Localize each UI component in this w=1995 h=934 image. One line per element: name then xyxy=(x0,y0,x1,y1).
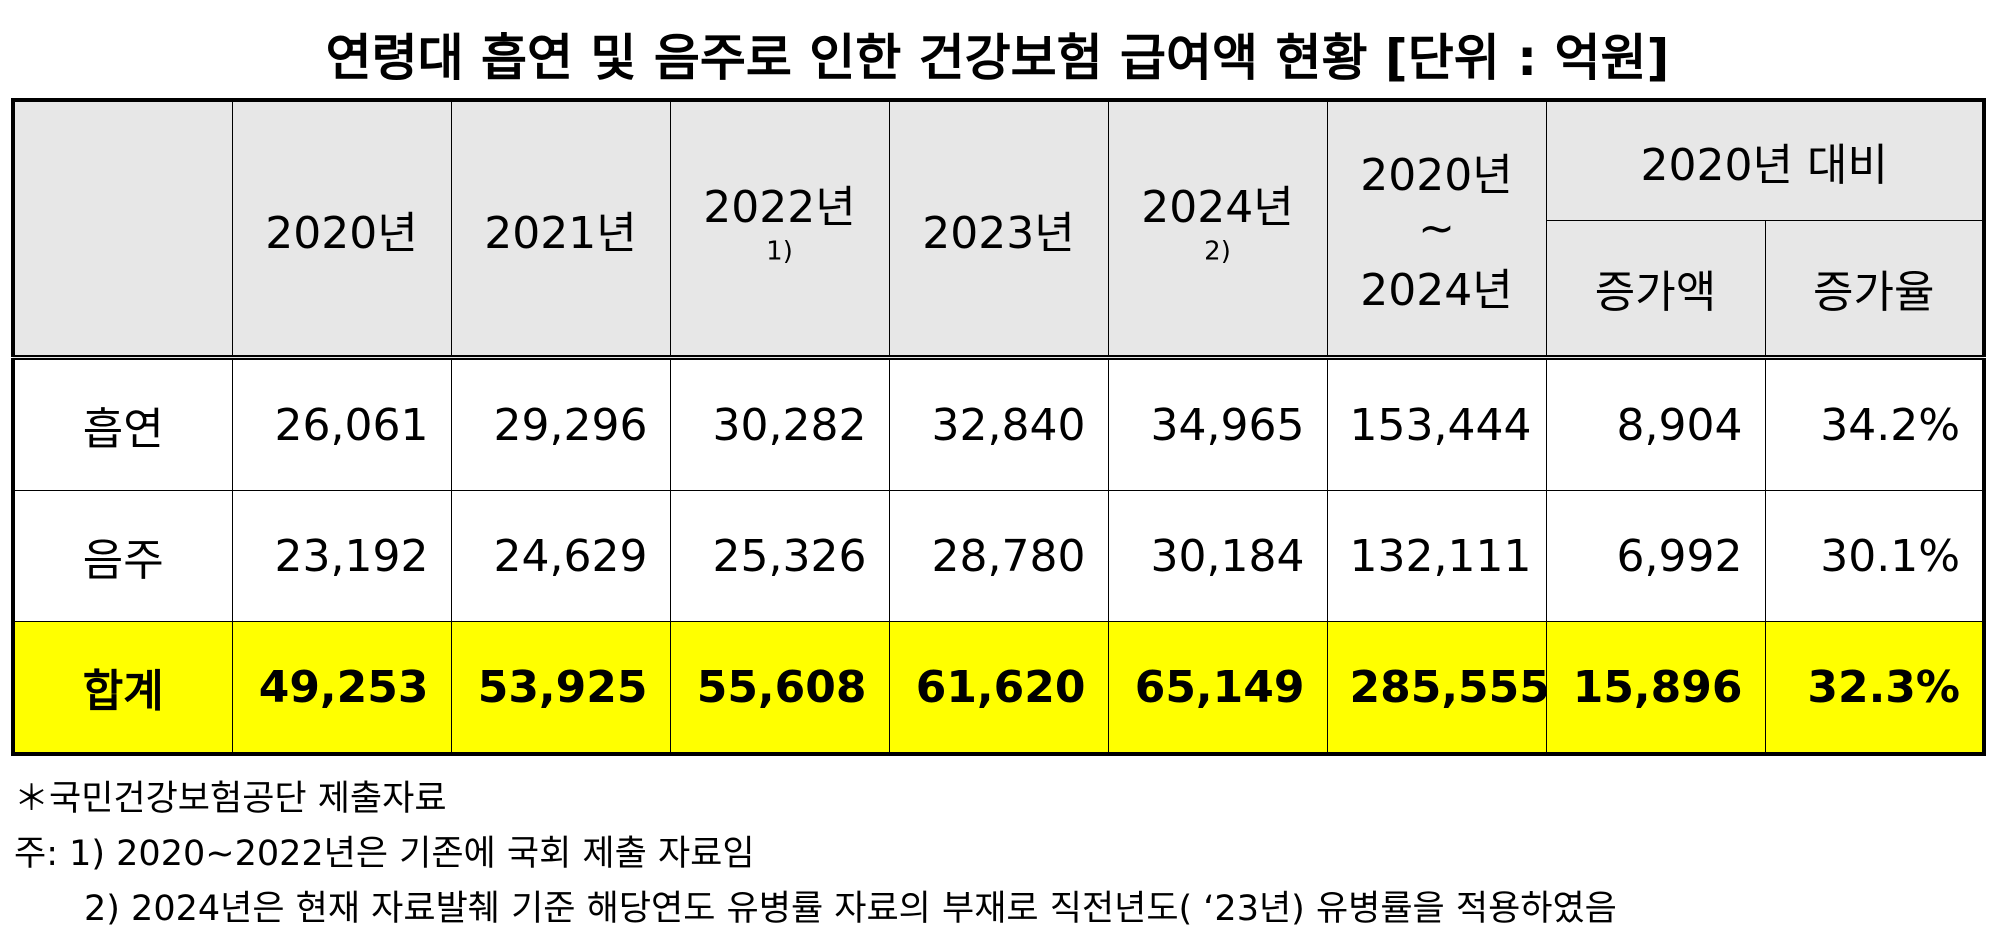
total-row: 합계 49,253 53,925 55,608 61,620 65,149 285,555 1… xyxy=(12,621,1985,755)
cell: 32,840 xyxy=(888,357,1109,491)
footnote: 주: 1) 2020~2022년은 기존에 국회 제출 자료임 xyxy=(14,834,755,874)
table-row: 음주 23,192 24,629 25,326 28,780 30,184 132,111 6… xyxy=(12,490,1985,622)
cell: 29,296 xyxy=(450,357,671,491)
column-header: 2023년 xyxy=(888,99,1109,358)
cell: 8,904 xyxy=(1545,357,1766,491)
cell: 285,555 xyxy=(1326,621,1550,755)
cell: 30,184 xyxy=(1107,490,1328,622)
cell: 24,629 xyxy=(450,490,671,622)
column-header: 2020년 ~2024년 xyxy=(1326,99,1547,358)
cell: 132,111 xyxy=(1326,490,1547,622)
note-marker: 2) xyxy=(1204,236,1231,267)
year-label: 2022년 xyxy=(703,182,856,233)
sub-header: 증가액 xyxy=(1545,220,1766,358)
table-body: 흡연 26,061 29,296 30,282 32,840 34,965 153,444 8… xyxy=(12,357,1985,755)
column-header: 2024년2) xyxy=(1107,99,1328,358)
cell: 153,444 xyxy=(1326,357,1547,491)
column-header: 2022년1) xyxy=(669,99,890,358)
data-table: 2020년 2021년 2022년1) 2023년 2024년2) 2020년 ~2024년… xyxy=(11,98,1986,756)
period-label: ~ xyxy=(1418,203,1455,254)
corner-cell xyxy=(12,99,233,358)
cell: 28,780 xyxy=(888,490,1109,622)
period-label: 2020년 xyxy=(1360,150,1513,201)
year-label: 2021년 xyxy=(484,207,637,259)
row-label: 흡연 xyxy=(12,357,233,491)
cell: 6,992 xyxy=(1545,490,1766,622)
year-label: 2024년 xyxy=(1141,182,1294,233)
cell: 55,608 xyxy=(669,621,890,755)
cell: 15,896 xyxy=(1545,621,1766,755)
cell: 23,192 xyxy=(231,490,452,622)
cell: 32.3% xyxy=(1764,621,1985,755)
cell: 25,326 xyxy=(669,490,890,622)
column-header: 2020년 xyxy=(231,99,452,358)
source-note: ＊국민건강보험공단 제출자료 xyxy=(14,779,447,819)
footnote: 2) 2024년은 현재 자료발췌 기준 해당연도 유병률 자료의 부재로 직전… xyxy=(84,889,1617,929)
cell: 30,282 xyxy=(669,357,890,491)
year-label: 2023년 xyxy=(922,207,1075,259)
cell: 61,620 xyxy=(888,621,1109,755)
cell: 30.1% xyxy=(1764,490,1985,622)
row-label: 합계 xyxy=(12,621,233,755)
cell: 34,965 xyxy=(1107,357,1328,491)
cell: 65,149 xyxy=(1107,621,1328,755)
year-label: 2020년 xyxy=(265,207,418,259)
note-marker: 1) xyxy=(766,236,793,267)
column-header: 2021년 xyxy=(450,99,671,358)
period-label: 2024년 xyxy=(1360,265,1513,316)
sub-header: 증가율 xyxy=(1764,220,1985,358)
cell: 53,925 xyxy=(450,621,671,755)
group-header: 2020년 대비 xyxy=(1545,99,1985,221)
row-label: 음주 xyxy=(12,490,233,622)
table-header: 2020년 2021년 2022년1) 2023년 2024년2) 2020년 ~2024년… xyxy=(12,99,1985,358)
title: 연령대 흡연 및 음주로 인한 건강보험 급여액 현황 [단위 : 억원] xyxy=(325,29,1670,87)
table-row: 흡연 26,061 29,296 30,282 32,840 34,965 153,444 8… xyxy=(12,357,1985,491)
cell: 49,253 xyxy=(231,621,452,755)
cell: 34.2% xyxy=(1764,357,1985,491)
cell: 26,061 xyxy=(231,357,452,491)
